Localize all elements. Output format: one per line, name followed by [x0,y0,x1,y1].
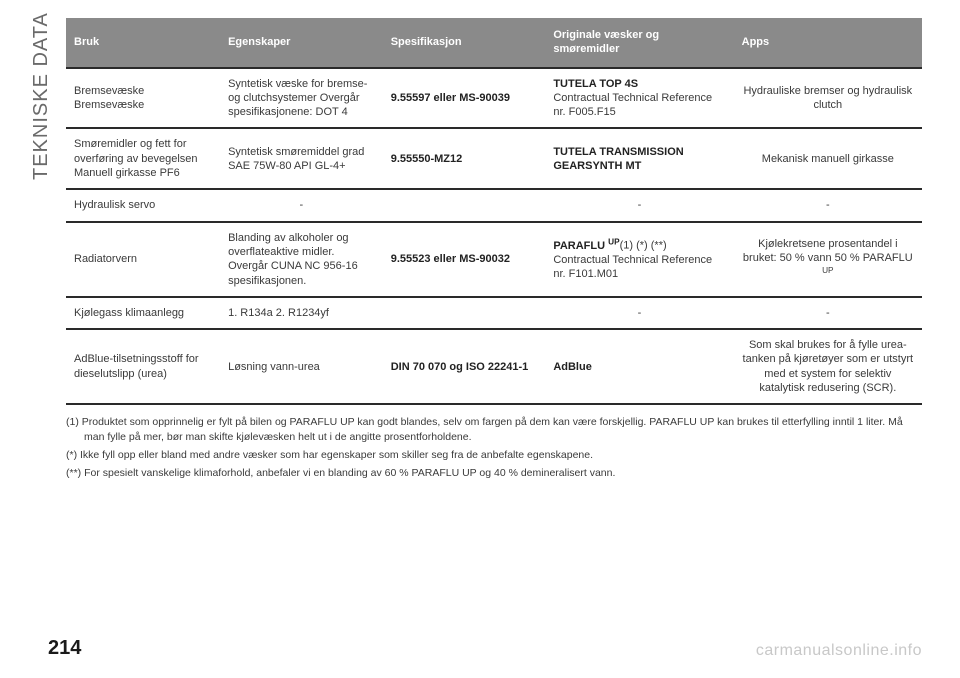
watermark: carmanualsonline.info [756,642,922,660]
col-bruk: Bruk [66,18,220,68]
cell-apps: Hydrauliske bremser og hydraulisk clutch [734,68,922,129]
cell-bruk: Smøremidler og fett for overføring av be… [66,128,220,189]
table-row: Kjølegass klimaanlegg 1. R134a 2. R1234y… [66,297,922,329]
section-title: TEKNISKE DATA [30,12,53,180]
cell-apps: - [734,189,922,221]
cell-bruk: Bremsevæske Bremsevæske [66,68,220,129]
spec-value: DIN 70 070 og ISO 22241-1 [391,361,529,373]
table-row: AdBlue-tilsetningsstoff for dieselutslip… [66,329,922,404]
cell-originale: - [545,297,733,329]
footnote-1: (1) Produktet som opprinnelig er fylt på… [66,415,922,443]
cell-apps: Som skal brukes for å fylle urea-tanken … [734,329,922,404]
cell-egenskaper: Syntetisk smøremiddel grad SAE 75W-80 AP… [220,128,383,189]
spec-value: 9.55523 eller MS-90032 [391,253,510,265]
cell-egenskaper: Blanding av alkoholer og overflateaktive… [220,222,383,297]
cell-egenskaper: 1. R134a 2. R1234yf [220,297,383,329]
orig-name: PARAFLU UP [553,240,619,252]
cell-bruk: Kjølegass klimaanlegg [66,297,220,329]
cell-bruk: AdBlue-tilsetningsstoff for dieselutslip… [66,329,220,404]
cell-originale: TUTELA TRANSMISSION GEARSYNTH MT [545,128,733,189]
cell-egenskaper: Syntetisk væske for bremse- og clutchsys… [220,68,383,129]
cell-apps: Mekanisk manuell girkasse [734,128,922,189]
cell-originale: TUTELA TOP 4S Contractual Technical Refe… [545,68,733,129]
cell-originale: - [545,189,733,221]
col-spesifikasjon: Spesifikasjon [383,18,546,68]
page-number: 214 [48,637,81,660]
col-apps: Apps [734,18,922,68]
orig-ref: Contractual Technical Reference nr. F005… [553,92,712,118]
apps-sup: UP [822,266,833,275]
footnotes: (1) Produktet som opprinnelig er fylt på… [66,415,922,480]
cell-originale: PARAFLU UP(1) (*) (**) Contractual Techn… [545,222,733,297]
orig-name: TUTELA TRANSMISSION GEARSYNTH MT [553,146,683,172]
orig-name: TUTELA TOP 4S [553,78,638,90]
cell-spesifikasjon [383,189,546,221]
orig-base: PARAFLU [553,240,605,252]
orig-name: AdBlue [553,361,592,373]
orig-sup: UP [608,237,619,246]
cell-apps: Kjølekretsene prosentandel i bruket: 50 … [734,222,922,297]
cell-bruk: Hydraulisk servo [66,189,220,221]
cell-spesifikasjon [383,297,546,329]
table-row: Hydraulisk servo - - - [66,189,922,221]
table-row: Bremsevæske Bremsevæske Syntetisk væske … [66,68,922,129]
cell-bruk: Radiatorvern [66,222,220,297]
orig-marks: (1) (*) (**) [620,240,667,252]
cell-spesifikasjon: 9.55597 eller MS-90039 [383,68,546,129]
orig-ref: Contractual Technical Reference nr. F101… [553,254,712,280]
cell-egenskaper: Løsning vann-urea [220,329,383,404]
footnote-star: (*) Ikke fyll opp eller bland med andre … [66,448,922,462]
table-header-row: Bruk Egenskaper Spesifikasjon Originale … [66,18,922,68]
cell-originale: AdBlue [545,329,733,404]
footnote-dstar: (**) For spesielt vanskelige klimaforhol… [66,466,922,480]
cell-spesifikasjon: 9.55523 eller MS-90032 [383,222,546,297]
spec-value: 9.55597 eller MS-90039 [391,92,510,104]
cell-apps: - [734,297,922,329]
col-egenskaper: Egenskaper [220,18,383,68]
spec-value: 9.55550-MZ12 [391,153,463,165]
fluids-table: Bruk Egenskaper Spesifikasjon Originale … [66,18,922,405]
cell-spesifikasjon: DIN 70 070 og ISO 22241-1 [383,329,546,404]
table-row: Radiatorvern Blanding av alkoholer og ov… [66,222,922,297]
cell-egenskaper: - [220,189,383,221]
apps-text: Kjølekretsene prosentandel i bruket: 50 … [743,238,913,264]
cell-spesifikasjon: 9.55550-MZ12 [383,128,546,189]
col-originale: Originale væsker og smøremidler [545,18,733,68]
table-row: Smøremidler og fett for overføring av be… [66,128,922,189]
